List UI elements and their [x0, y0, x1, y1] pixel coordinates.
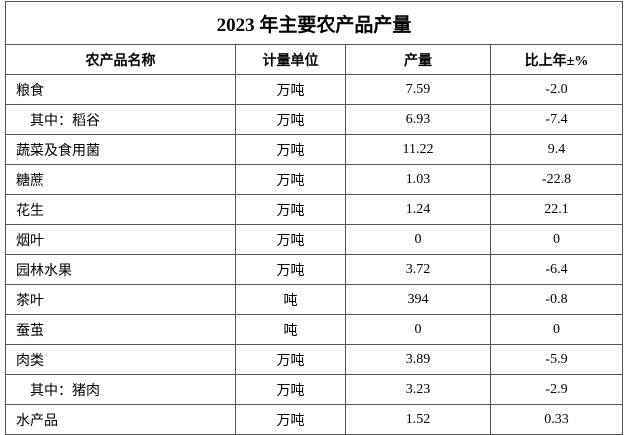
- column-header: 计量单位: [235, 44, 346, 75]
- product-name: 水产品: [5, 404, 236, 435]
- output: 6.93: [345, 104, 491, 135]
- product-name: 花生: [5, 194, 236, 225]
- unit: 万吨: [235, 404, 346, 435]
- table-row: 肉类 万吨 3.89 -5.9: [5, 344, 624, 375]
- output: 3.72: [345, 254, 491, 285]
- product-name: 其中：猪肉: [5, 374, 236, 405]
- product-name: 蔬菜及食用菌: [5, 134, 236, 165]
- header-row: 农产品名称 计量单位 产量 比上年±%: [5, 44, 624, 75]
- unit: 万吨: [235, 104, 346, 135]
- product-name: 烟叶: [5, 224, 236, 255]
- table-row: 园林水果 万吨 3.72 -6.4: [5, 254, 624, 285]
- output: 1.03: [345, 164, 491, 195]
- change-percent: -2.0: [489, 74, 624, 105]
- unit: 万吨: [235, 164, 346, 195]
- change-percent: -7.4: [489, 104, 624, 135]
- change-percent: -22.8: [489, 164, 624, 195]
- output: 3.23: [345, 374, 491, 405]
- table-row: 蔬菜及食用菌 万吨 11.22 9.4: [5, 134, 624, 165]
- table-row: 花生 万吨 1.24 22.1: [5, 194, 624, 225]
- product-name: 蚕茧: [5, 314, 236, 345]
- table-row: 烟叶 万吨 0 0: [5, 224, 624, 255]
- column-header: 产量: [345, 44, 491, 75]
- product-name: 其中：稻谷: [5, 104, 236, 135]
- table-row: 其中：猪肉 万吨 3.23 -2.9: [5, 374, 624, 405]
- unit: 万吨: [235, 344, 346, 375]
- table-body: 粮食 万吨 7.59 -2.0 其中：稻谷 万吨 6.93 -7.4 蔬菜及食用菌 万吨 11.22…: [5, 74, 624, 435]
- output: 3.89: [345, 344, 491, 375]
- product-name: 粮食: [5, 74, 236, 105]
- table-row: 糖蔗 万吨 1.03 -22.8: [5, 164, 624, 195]
- change-percent: 0.33: [489, 404, 624, 435]
- unit: 吨: [235, 314, 346, 345]
- table-row: 粮食 万吨 7.59 -2.0: [5, 74, 624, 105]
- change-percent: -0.8: [489, 284, 624, 315]
- change-percent: 9.4: [489, 134, 624, 165]
- table-title: 2023 年主要农产品产量: [4, 1, 624, 45]
- product-name: 园林水果: [5, 254, 236, 285]
- column-header: 农产品名称: [5, 44, 236, 75]
- output: 394: [345, 284, 491, 315]
- change-percent: 22.1: [489, 194, 624, 225]
- product-name: 糖蔗: [5, 164, 236, 195]
- unit: 万吨: [235, 194, 346, 225]
- unit: 万吨: [235, 224, 346, 255]
- change-percent: -6.4: [489, 254, 624, 285]
- change-percent: 0: [489, 224, 624, 255]
- data-table: 2023 年主要农产品产量 农产品名称 计量单位 产量 比上年±% 粮食 万吨 7.59-…: [4, 1, 624, 435]
- unit: 万吨: [235, 74, 346, 105]
- table-row: 茶叶吨 394 -0.8: [5, 284, 624, 315]
- unit: 万吨: [235, 254, 346, 285]
- product-name: 茶叶: [5, 284, 236, 315]
- product-name: 肉类: [5, 344, 236, 375]
- change-percent: -5.9: [489, 344, 624, 375]
- output: 0: [345, 224, 491, 255]
- table-row: 其中：稻谷 万吨 6.93 -7.4: [5, 104, 624, 135]
- change-percent: -2.9: [489, 374, 624, 405]
- output: 1.52: [345, 404, 491, 435]
- change-percent: 0: [489, 314, 624, 345]
- column-header: 比上年±%: [489, 44, 624, 75]
- unit: 万吨: [235, 374, 346, 405]
- table-row: 蚕茧吨 0 0: [5, 314, 624, 345]
- unit: 万吨: [235, 134, 346, 165]
- output: 1.24: [345, 194, 491, 225]
- output: 7.59: [345, 74, 491, 105]
- unit: 吨: [235, 284, 346, 315]
- output: 0: [345, 314, 491, 345]
- output: 11.22: [345, 134, 491, 165]
- table-row: 水产品 万吨 1.52 0.33: [5, 404, 624, 435]
